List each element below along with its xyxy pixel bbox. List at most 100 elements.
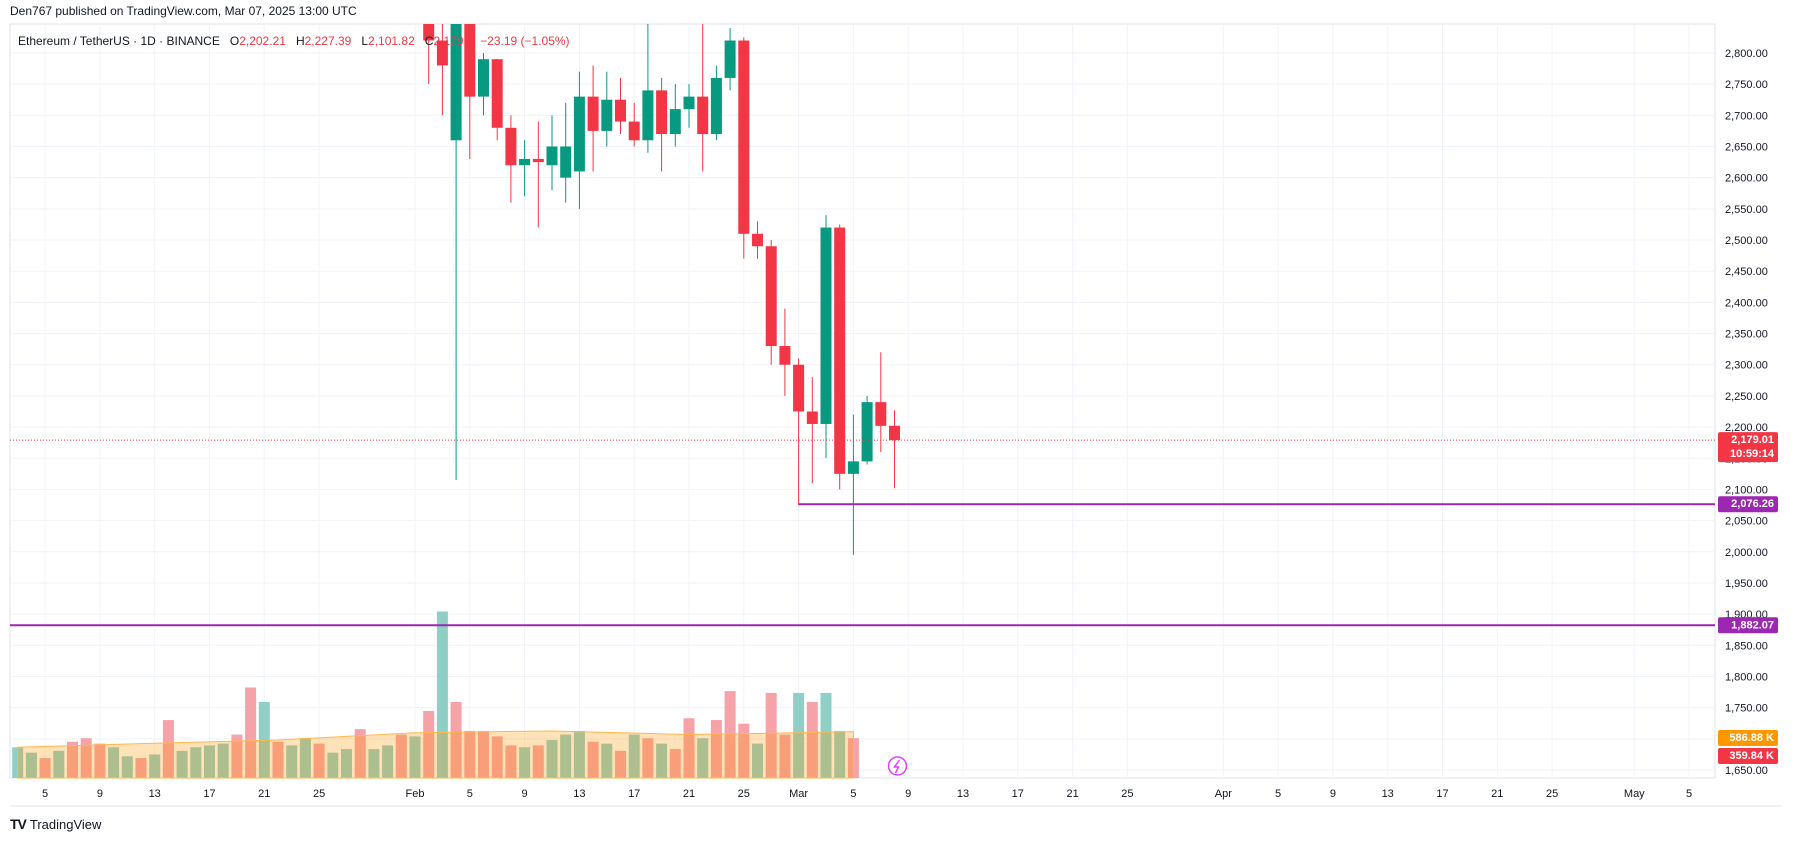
y-tick-label: 2,100.00 xyxy=(1725,484,1768,496)
plot-frame xyxy=(9,23,1716,779)
x-tick-label: 9 xyxy=(522,788,528,800)
candle-body[interactable] xyxy=(491,59,503,128)
volume-bar xyxy=(683,718,695,778)
candle-body[interactable] xyxy=(478,59,489,97)
candle-body[interactable] xyxy=(861,402,873,462)
x-tick-label: 25 xyxy=(313,788,325,800)
y-tick-label: 2,200.00 xyxy=(1725,422,1768,434)
volume-bar xyxy=(450,701,462,778)
volume-bar xyxy=(587,741,599,778)
x-tick-label: 13 xyxy=(957,788,969,800)
candle-body[interactable] xyxy=(738,40,750,234)
candle-body[interactable] xyxy=(642,90,654,141)
volume-bar xyxy=(39,758,51,778)
candle-body[interactable] xyxy=(683,96,695,110)
x-tick-label: 5 xyxy=(467,788,473,800)
candle-body[interactable] xyxy=(875,402,887,426)
y-tick-label: 1,850.00 xyxy=(1725,640,1768,652)
x-tick-label: 17 xyxy=(1012,788,1024,800)
candle-body[interactable] xyxy=(656,90,668,135)
candle-body[interactable] xyxy=(436,40,448,66)
published-byline: Den767 published on TradingView.com, Mar… xyxy=(10,4,357,18)
volume-bar xyxy=(272,741,284,778)
x-tick-label: Feb xyxy=(406,788,425,800)
y-tick-label: 2,600.00 xyxy=(1725,173,1768,185)
candle-body[interactable] xyxy=(450,24,462,141)
symbol-legend[interactable]: Ethereum / TetherUS · 1D · BINANCE O2,20… xyxy=(18,34,570,48)
volume-bar xyxy=(752,743,763,778)
open-value: 2,202.21 xyxy=(239,34,286,48)
open-label: O xyxy=(229,34,240,48)
volume-bar xyxy=(341,749,352,778)
candle-body[interactable] xyxy=(601,99,613,131)
candle-body[interactable] xyxy=(669,109,681,135)
y-tick-label: 2,450.00 xyxy=(1725,266,1768,278)
candle-body[interactable] xyxy=(806,411,818,424)
volume-bar xyxy=(53,750,65,778)
x-tick-label: 21 xyxy=(258,788,270,800)
x-tick-label: 21 xyxy=(1066,788,1078,800)
candle-body[interactable] xyxy=(889,425,900,441)
candle-body[interactable] xyxy=(505,127,517,166)
volume-bar xyxy=(423,711,435,778)
candle-body[interactable] xyxy=(519,158,531,166)
y-tick-label: 1,800.00 xyxy=(1725,671,1768,683)
volume-bar xyxy=(532,745,544,778)
y-tick-label: 2,750.00 xyxy=(1725,79,1768,91)
candle-body[interactable] xyxy=(560,146,572,178)
y-tick-label: 1,950.00 xyxy=(1725,578,1768,590)
y-tick-label: 2,550.00 xyxy=(1725,204,1768,216)
x-tick-label: 17 xyxy=(628,788,640,800)
volume-bar xyxy=(656,743,668,778)
volume-bar xyxy=(190,747,202,778)
volume-bar xyxy=(286,745,298,778)
volume-bar xyxy=(615,750,626,778)
candle-body[interactable] xyxy=(546,146,558,166)
volume-bar xyxy=(162,720,174,778)
candle-body[interactable] xyxy=(615,99,626,122)
volume-bar xyxy=(135,758,147,778)
y-tick-label: 2,400.00 xyxy=(1725,297,1768,309)
candle-body[interactable] xyxy=(779,346,791,365)
candle-body[interactable] xyxy=(423,24,435,41)
x-tick-label: 17 xyxy=(1436,788,1448,800)
volume-bar xyxy=(395,734,407,778)
y-tick-label: 2,700.00 xyxy=(1725,110,1768,122)
change-value: −23.19 (−1.05%) xyxy=(480,34,570,48)
candle-body[interactable] xyxy=(847,461,859,474)
x-tick-label: 25 xyxy=(1121,788,1133,800)
symbol-name: Ethereum / TetherUS · 1D · BINANCE xyxy=(18,34,220,48)
volume-bar xyxy=(368,749,380,778)
volume-bar xyxy=(313,743,325,778)
volume-bar xyxy=(560,734,572,778)
candle-body[interactable] xyxy=(724,40,736,78)
volume-bar xyxy=(25,752,37,778)
candle-body[interactable] xyxy=(752,233,763,247)
candle-body[interactable] xyxy=(765,246,777,347)
candle-body[interactable] xyxy=(834,227,846,474)
x-tick-label: 5 xyxy=(850,788,856,800)
volume-bar xyxy=(710,720,722,778)
candle-body[interactable] xyxy=(820,227,832,424)
candle-body[interactable] xyxy=(628,121,640,141)
y-tick-label: 2,300.00 xyxy=(1725,360,1768,372)
candle-body[interactable] xyxy=(532,158,544,163)
lightning-icon[interactable] xyxy=(887,756,908,776)
candle-body[interactable] xyxy=(573,96,585,172)
candle-body[interactable] xyxy=(464,24,476,97)
volume-bar xyxy=(765,692,777,778)
candle-body[interactable] xyxy=(793,364,805,412)
x-tick-label: 9 xyxy=(97,788,103,800)
volume-tag-bg xyxy=(1718,748,1778,764)
last-price-tag-bg xyxy=(1718,432,1778,463)
candle-body[interactable] xyxy=(697,96,709,135)
volume-bar xyxy=(67,741,78,778)
footer-brand[interactable]: TV TradingView xyxy=(10,816,101,832)
candle-body[interactable] xyxy=(710,77,722,135)
volume-bar xyxy=(108,747,120,778)
candle-body[interactable] xyxy=(587,96,599,131)
volume-bar xyxy=(245,687,257,778)
volume-bar xyxy=(464,730,476,778)
volume-bar xyxy=(299,738,311,778)
